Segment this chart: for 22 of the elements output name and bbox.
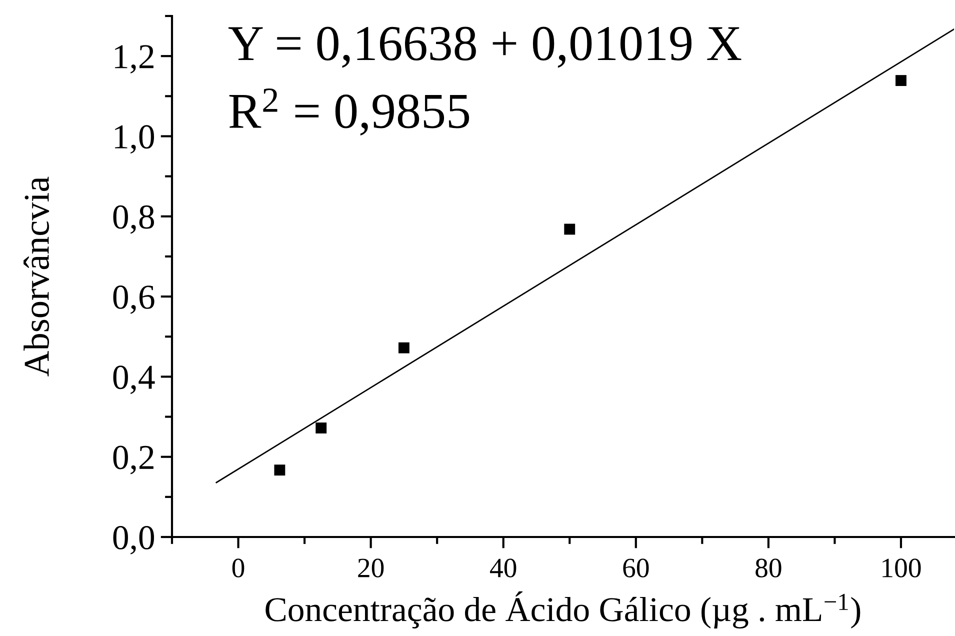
y-tick-label: 0,4: [113, 366, 155, 394]
annotation: R$^{2}$ = 0,9855: [229, 88, 470, 136]
y-tick-label: 1,0: [114, 125, 154, 154]
x-axis-title: Concentração de Ácido Gálico (µg . mL$^{−1}$): [266, 591, 860, 629]
point: [398, 342, 410, 354]
x-tick-label: 100: [882, 558, 921, 578]
y-tick-label: 0,6: [113, 285, 154, 314]
x-tick-label: 60: [623, 558, 649, 578]
point: [316, 422, 327, 434]
x-tick-label: 0: [232, 558, 244, 578]
y-axis-title: Absorvâncvia: [24, 176, 50, 376]
x-tick-label: 80: [756, 558, 782, 578]
y-tick-label: 0,8: [113, 205, 154, 234]
point: [564, 224, 576, 235]
x-tick-label: 40: [490, 558, 516, 578]
annotation: Y = 0,16638 + 0,01019 X: [228, 26, 742, 68]
y-tick-label: 1,2: [114, 45, 154, 74]
point: [896, 75, 906, 86]
y-tick-label: 0,2: [113, 446, 154, 474]
point: [274, 464, 286, 476]
x-tick-label: 20: [358, 558, 384, 578]
y-tick-label: 0,0: [113, 526, 154, 554]
